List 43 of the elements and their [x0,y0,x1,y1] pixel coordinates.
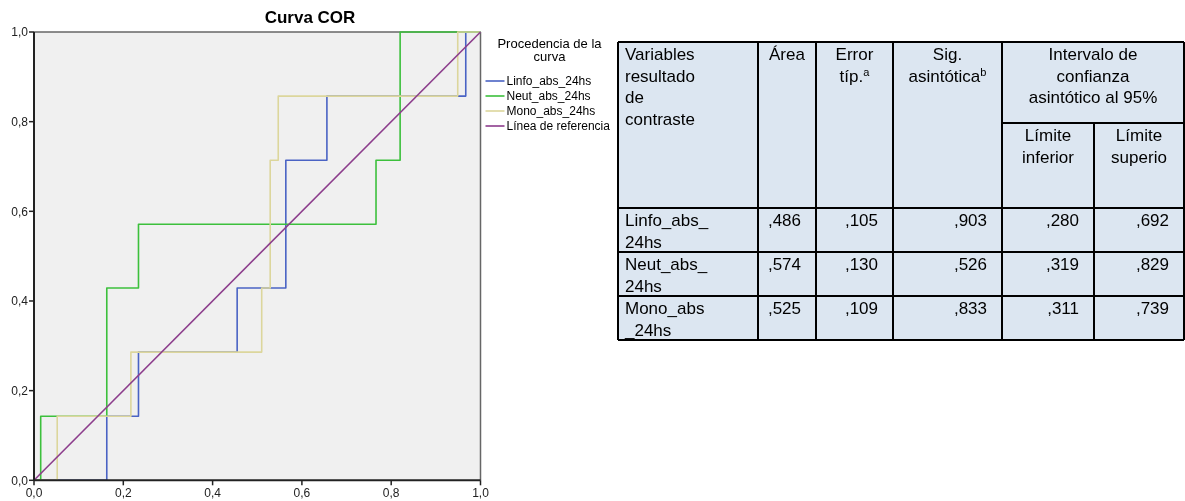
y-tick-label: 0,4 [11,294,29,309]
x-tick-label: 1,0 [472,486,490,501]
text: Mono_abs_24hs [624,299,705,340]
x-tick-label: 0,0 [25,486,43,501]
text: ,526 [953,255,987,274]
text: Neut_abs_24hs [625,255,708,296]
text: ,903 [953,211,987,230]
text: ,692 [1135,211,1169,230]
text: ,525 [767,299,801,318]
chart-title: Curva COR [264,8,356,27]
text: Área [769,45,806,64]
text: ,280 [1045,211,1079,230]
text: ,311 [1047,299,1079,318]
text: Sig. asintótica$^{b}$ [908,45,987,86]
y-tick-label: 0,8 [11,114,29,129]
legend-label: Neut_abs_24hs [506,89,591,104]
text: ,739 [1135,299,1169,318]
y-tick-label: 0,2 [11,383,29,398]
y-tick-label: 0,6 [11,204,29,219]
text: ,109 [844,299,878,318]
text: ,833 [953,299,987,318]
text: Variables resultado de contraste [625,45,695,130]
text: ,319 [1045,255,1079,274]
legend-label: Linfo_abs_24hs [506,74,592,89]
text: ,486 [767,211,801,230]
text: ,130 [844,255,878,274]
text: Límite superio [1111,126,1167,167]
x-tick-label: 0,4 [204,486,222,501]
y-tick-label: 1,0 [11,25,29,40]
text: ,574 [767,255,801,274]
y-tick-label: 0,0 [11,473,29,488]
text: Intervalo de confianza asintótico al 95% [1028,45,1158,108]
x-tick-label: 0,2 [114,486,132,501]
legend-label: Mono_abs_24hs [506,104,596,119]
text: ,105 [844,211,878,230]
text: Error típ.$^{a}$ [835,45,874,86]
x-tick-label: 0,6 [293,486,311,501]
legend-title: Procedencia de la curva [497,36,603,64]
text: Linfo_abs_24hs [625,211,709,252]
legend-label: Línea de referencia [506,119,611,134]
text: ,829 [1135,255,1169,274]
text: Límite inferior [1022,126,1075,167]
x-tick-label: 0,8 [382,486,400,501]
